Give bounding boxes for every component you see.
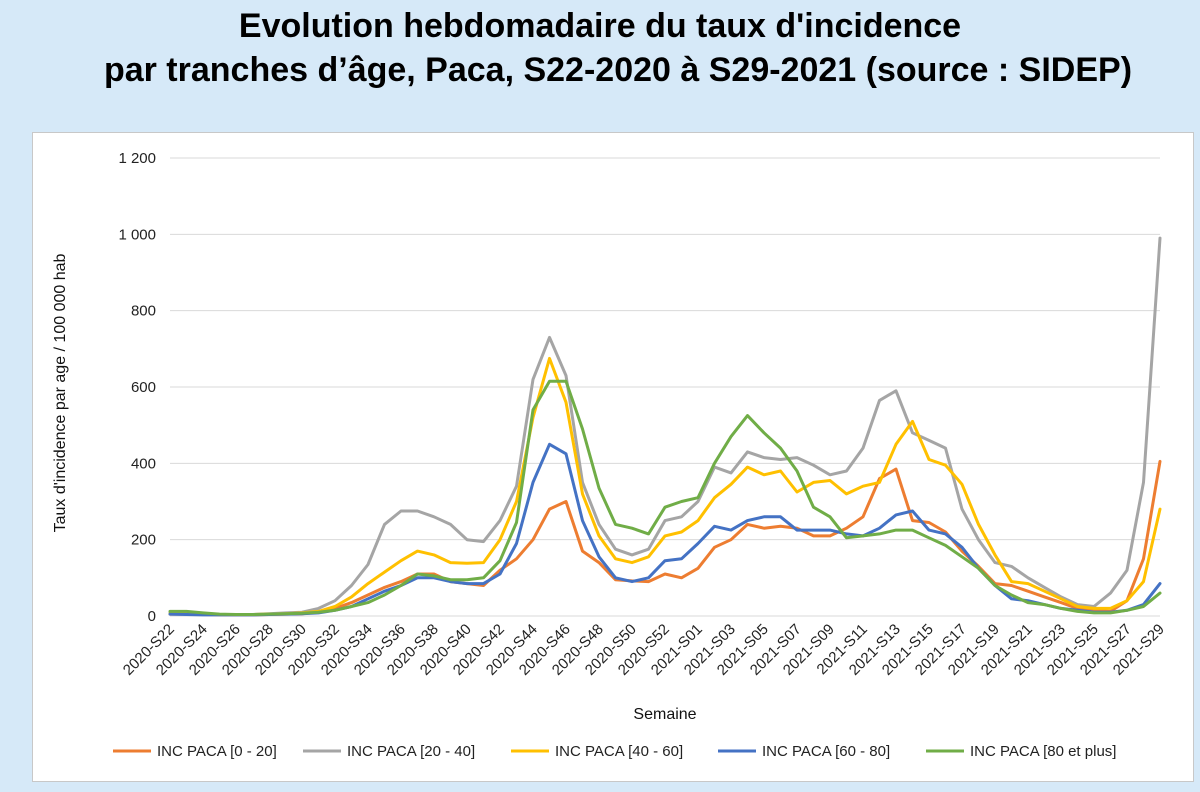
y-tick-label: 1 000 <box>118 226 156 243</box>
title-line-2: par tranches d’âge, Paca, S22-2020 à S29… <box>103 51 1133 89</box>
title-line-1: Evolution hebdomadaire du taux d'inciden… <box>238 7 962 45</box>
legend-item: INC PACA [80 et plus] <box>926 743 1116 760</box>
series-line-2 <box>168 236 1162 616</box>
legend: INC PACA [0 - 20] INC PACA [20 - 40] INC P… <box>113 743 1116 760</box>
y-tick-label: 400 <box>131 455 156 472</box>
legend-label: INC PACA [40 - 60] <box>555 743 683 760</box>
series-line-3 <box>168 356 1162 616</box>
legend-item: INC PACA [60 - 80] <box>718 743 890 760</box>
x-axis-ticks: 2020-S222020-S242020-S262020-S282020-S30… <box>120 621 1168 679</box>
legend-label: INC PACA [80 et plus] <box>970 743 1116 760</box>
legend-item: INC PACA [40 - 60] <box>511 743 683 760</box>
y-tick-label: 0 <box>148 608 156 625</box>
y-axis-title: Taux d'incidence par age / 100 000 hab <box>52 253 69 532</box>
legend-label: INC PACA [60 - 80] <box>762 743 890 760</box>
y-tick-label: 200 <box>131 532 156 549</box>
slide-title: Evolution hebdomadaire du taux d'inciden… <box>0 4 1200 92</box>
series-lines <box>168 236 1162 617</box>
line-chart: 0 200 400 600 800 1 000 1 200 2020-S222020-S24… <box>52 150 1168 760</box>
y-tick-label: 600 <box>131 379 156 396</box>
chart-area: 0 200 400 600 800 1 000 1 200 2020-S22 2020-S24… <box>32 132 1194 782</box>
series-line-4 <box>168 442 1162 617</box>
legend-label: INC PACA [0 - 20] <box>157 743 277 760</box>
series-line-5 <box>168 379 1162 616</box>
legend-label: INC PACA [20 - 40] <box>347 743 475 760</box>
y-tick-label: 800 <box>131 303 156 320</box>
y-tick-label: 1 200 <box>118 150 156 167</box>
legend-item: INC PACA [20 - 40] <box>303 743 475 760</box>
gridlines <box>170 157 1160 617</box>
legend-item: INC PACA [0 - 20] <box>113 743 277 760</box>
x-axis-title: Semaine <box>633 706 696 723</box>
y-axis-ticks: 0 200 400 600 800 1 000 1 200 <box>118 150 156 625</box>
